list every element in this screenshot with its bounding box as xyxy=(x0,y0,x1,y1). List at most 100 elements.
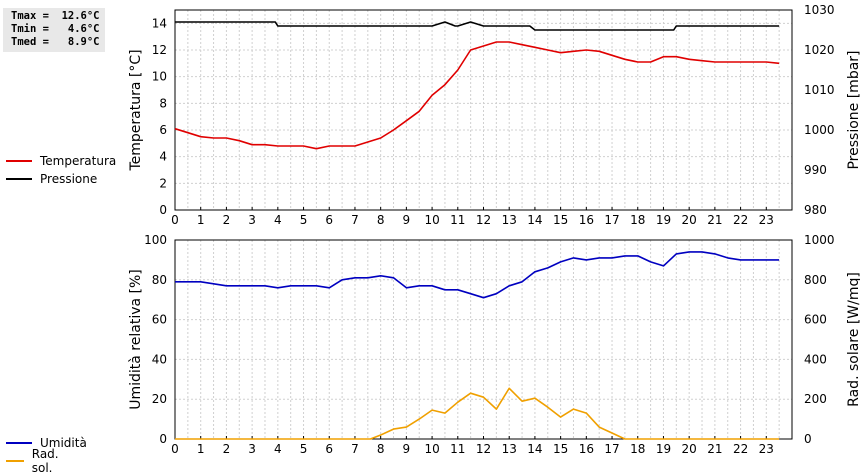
x-tick-label: 13 xyxy=(502,442,517,456)
x-tick-label: 23 xyxy=(759,213,774,227)
x-tick-label: 17 xyxy=(604,442,619,456)
tmin-text: Tmin = 4.6°C xyxy=(11,23,100,35)
y-tick-label: 40 xyxy=(152,352,167,366)
x-tick-label: 14 xyxy=(527,442,542,456)
x-tick-label: 1 xyxy=(197,213,205,227)
x-tick-label: 9 xyxy=(403,442,411,456)
legend-label-umidita: Umidità xyxy=(40,436,87,450)
x-tick-label: 0 xyxy=(171,442,179,456)
stats-box: Tmax = 12.6°C Tmin = 4.6°C Tmed = 8.9°C xyxy=(3,8,105,52)
x-tick-label: 4 xyxy=(274,442,282,456)
series-line-pressione xyxy=(175,21,780,31)
x-tick-label: 13 xyxy=(502,213,517,227)
x-tick-label: 22 xyxy=(733,442,748,456)
x-tick-label: 6 xyxy=(325,442,333,456)
x-tick-label: 21 xyxy=(707,442,722,456)
temperature-pressure-chart: 0 1 2 3 4 5 6 7 8 9 10 11 12 13 14 15 16 17 18 19 20 21 22 2302… xyxy=(128,3,860,227)
y2-tick-label: 400 xyxy=(804,352,827,366)
x-tick-label: 17 xyxy=(604,213,619,227)
x-tick-label: 6 xyxy=(325,213,333,227)
x-tick-label: 5 xyxy=(300,442,308,456)
legend-swatch-umidita xyxy=(6,442,32,444)
y2-axis-title: Pressione [mbar] xyxy=(846,50,860,169)
y-tick-label: 2 xyxy=(159,176,167,190)
y-tick-label: 8 xyxy=(159,96,167,110)
legend-top: Temperatura Pressione xyxy=(6,152,116,188)
x-tick-label: 2 xyxy=(223,213,231,227)
legend-item-temperatura: Temperatura xyxy=(6,152,116,170)
x-tick-label: 15 xyxy=(553,213,568,227)
x-tick-label: 18 xyxy=(630,213,645,227)
y2-tick-label: 200 xyxy=(804,392,827,406)
x-tick-label: 2 xyxy=(223,442,231,456)
x-tick-label: 0 xyxy=(171,213,179,227)
legend-item-pressione: Pressione xyxy=(6,170,116,188)
legend-swatch-radsol xyxy=(6,460,24,462)
y2-tick-label: 1010 xyxy=(804,83,835,97)
y-tick-label: 0 xyxy=(159,203,167,217)
x-tick-label: 11 xyxy=(450,213,465,227)
x-tick-label: 19 xyxy=(656,213,671,227)
y-axis-title: Temperatura [°C] xyxy=(128,49,144,171)
x-tick-label: 21 xyxy=(707,213,722,227)
x-tick-label: 9 xyxy=(403,213,411,227)
tmax-text: Tmax = 12.6°C xyxy=(11,10,100,22)
x-tick-label: 8 xyxy=(377,442,385,456)
y2-tick-label: 600 xyxy=(804,313,827,327)
y2-tick-label: 1030 xyxy=(804,3,835,17)
x-tick-label: 20 xyxy=(682,213,697,227)
x-tick-label: 10 xyxy=(424,213,439,227)
x-tick-label: 3 xyxy=(248,442,256,456)
y-tick-label: 80 xyxy=(152,273,167,287)
x-tick-label: 23 xyxy=(759,442,774,456)
x-tick-label: 14 xyxy=(527,213,542,227)
y2-tick-label: 990 xyxy=(804,163,827,177)
x-tick-label: 7 xyxy=(351,442,359,456)
x-tick-label: 12 xyxy=(476,442,491,456)
series-line-temperatura xyxy=(174,41,780,150)
x-tick-label: 11 xyxy=(450,442,465,456)
x-tick-label: 5 xyxy=(300,213,308,227)
y-tick-label: 12 xyxy=(152,43,167,57)
y2-axis-title: Rad. solare [W/mq] xyxy=(846,272,860,407)
x-tick-label: 7 xyxy=(351,213,359,227)
x-tick-label: 19 xyxy=(656,442,671,456)
legend-swatch-pressione xyxy=(6,178,32,180)
charts-svg: 0 1 2 3 4 5 6 7 8 9 10 11 12 13 14 15 16 17 18 19 20 21 22 2302… xyxy=(128,3,860,456)
x-tick-label: 1 xyxy=(197,442,205,456)
y-tick-label: 0 xyxy=(159,432,167,446)
y-tick-label: 4 xyxy=(159,150,167,164)
legend-swatch-temperatura xyxy=(6,160,32,162)
x-tick-label: 8 xyxy=(377,213,385,227)
x-tick-label: 3 xyxy=(248,213,256,227)
humidity-radiation-chart: 0 1 2 3 4 5 6 7 8 9 10 11 12 13 14 15 16 17 18 19 20 21 22 2302… xyxy=(128,233,860,456)
y2-tick-label: 800 xyxy=(804,273,827,287)
x-tick-label: 15 xyxy=(553,442,568,456)
y2-tick-label: 1000 xyxy=(804,233,835,247)
x-tick-label: 10 xyxy=(424,442,439,456)
x-tick-label: 16 xyxy=(579,213,594,227)
tmed-text: Tmed = 8.9°C xyxy=(11,36,100,48)
y2-tick-label: 0 xyxy=(804,432,812,446)
y-tick-label: 14 xyxy=(152,16,167,30)
y-tick-label: 100 xyxy=(144,233,167,247)
y-axis-title: Umidità relativa [%] xyxy=(128,269,144,410)
y2-tick-label: 1000 xyxy=(804,123,835,137)
y-tick-label: 10 xyxy=(152,70,167,84)
y-tick-label: 60 xyxy=(152,313,167,327)
y2-tick-label: 980 xyxy=(804,203,827,217)
x-tick-label: 12 xyxy=(476,213,491,227)
x-tick-label: 20 xyxy=(682,442,697,456)
y-tick-label: 6 xyxy=(159,123,167,137)
y2-tick-label: 1020 xyxy=(804,43,835,57)
y-tick-label: 20 xyxy=(152,392,167,406)
legend-label-pressione: Pressione xyxy=(40,172,98,186)
x-tick-label: 4 xyxy=(274,213,282,227)
series-line-umidit xyxy=(175,251,780,299)
legend-label-temperatura: Temperatura xyxy=(40,154,117,168)
x-tick-label: 22 xyxy=(733,213,748,227)
x-tick-label: 16 xyxy=(579,442,594,456)
legend-item-umidita: Umidità xyxy=(6,434,87,452)
x-tick-label: 18 xyxy=(630,442,645,456)
series-line-rad-sol xyxy=(175,387,780,440)
